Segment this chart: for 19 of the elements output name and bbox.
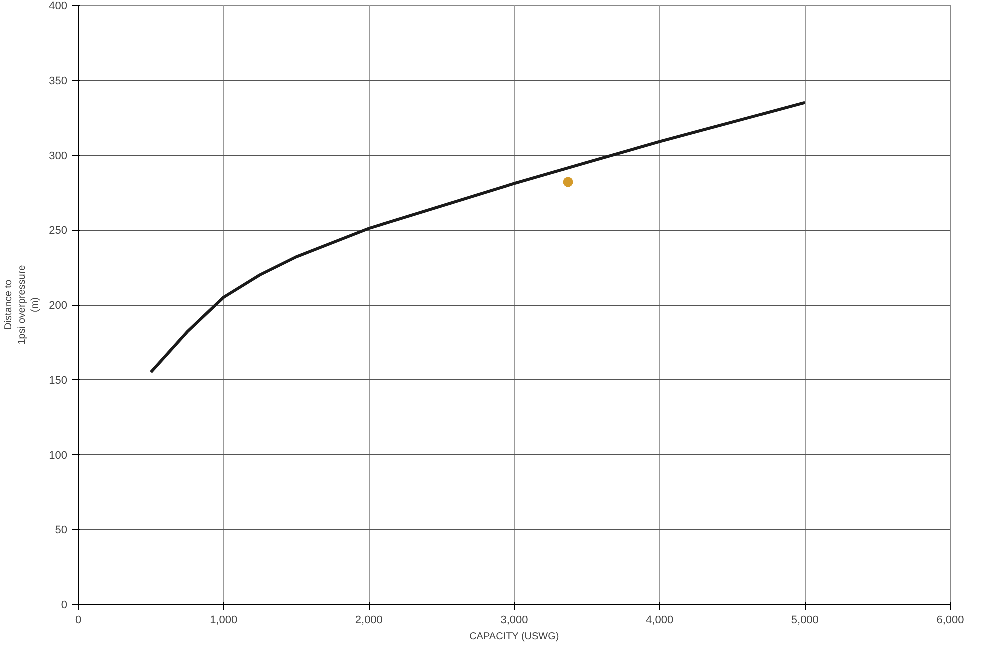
- x-tick-label: 5,000: [791, 614, 819, 626]
- y-tick-label: 150: [49, 374, 68, 387]
- x-tick-label: 4,000: [646, 614, 674, 626]
- y-tick-label: 200: [49, 300, 68, 312]
- y-tick-label: 350: [49, 75, 68, 88]
- x-axis-title: CAPACITY (USWG): [470, 632, 560, 642]
- x-tick-label: 2,000: [355, 614, 383, 626]
- y-tick-label: 250: [49, 225, 68, 238]
- y-tick-label: 400: [49, 0, 68, 12]
- x-tick-label: 1,000: [210, 614, 238, 626]
- y-axis-title: Distance to 1psi overpressure (m): [4, 264, 42, 345]
- x-tick-label: 6,000: [936, 614, 964, 626]
- x-tick-label: 3,000: [500, 614, 528, 626]
- line-series: [150, 101, 807, 374]
- y-tick-label: 100: [49, 450, 68, 462]
- y-tick-label: 300: [49, 150, 68, 162]
- x-tick-label: 0: [75, 614, 82, 626]
- y-tick-label: 50: [55, 524, 68, 537]
- y-tick-label: 0: [61, 600, 68, 612]
